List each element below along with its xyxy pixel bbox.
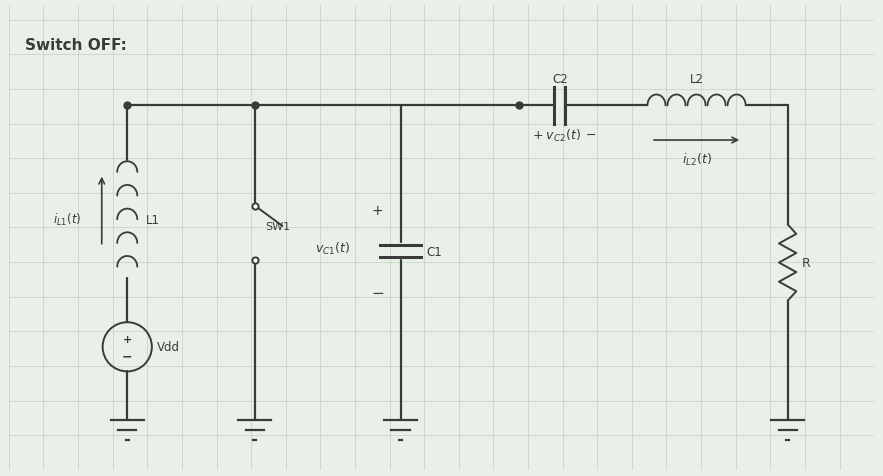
- Text: L2: L2: [690, 73, 704, 86]
- Text: +: +: [372, 204, 383, 218]
- Text: $v_{C1}(t)$: $v_{C1}(t)$: [315, 240, 351, 256]
- Text: $i_{L1}(t)$: $i_{L1}(t)$: [54, 212, 82, 228]
- Text: L1: L1: [146, 213, 160, 226]
- Text: +: +: [123, 334, 132, 344]
- Text: C2: C2: [552, 73, 568, 86]
- Text: Switch OFF:: Switch OFF:: [26, 38, 127, 53]
- Text: $i_{L2}(t)$: $i_{L2}(t)$: [682, 152, 712, 168]
- Text: C1: C1: [426, 245, 442, 258]
- Text: −: −: [372, 285, 384, 300]
- Text: SW1: SW1: [266, 221, 291, 231]
- Text: R: R: [801, 257, 810, 269]
- Text: $+ \; v_{C2}(t) \; -$: $+ \; v_{C2}(t) \; -$: [532, 127, 597, 143]
- Text: −: −: [122, 350, 132, 363]
- Text: Vdd: Vdd: [157, 341, 180, 354]
